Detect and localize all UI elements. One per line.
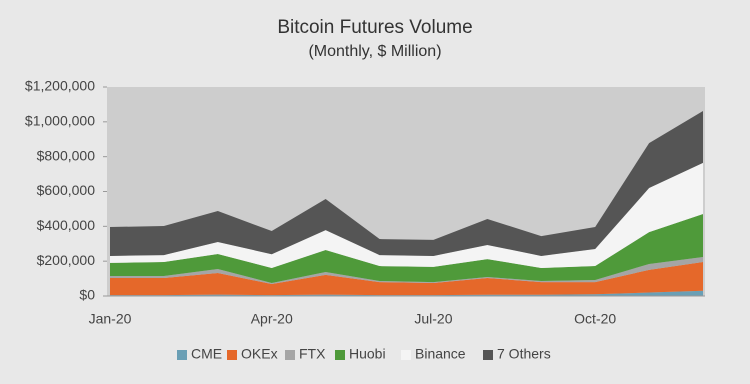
area: [110, 213, 703, 283]
x-tick-label: Apr-20: [251, 311, 293, 327]
x-tick-label: Jan-20: [89, 311, 132, 327]
legend-swatch: [401, 350, 411, 360]
y-tick-label: $800,000: [37, 147, 96, 163]
legend-swatch: [285, 350, 295, 360]
chart-title: Bitcoin Futures Volume: [277, 17, 472, 38]
area: [110, 162, 703, 268]
y-tick-label: $200,000: [37, 252, 96, 268]
legend-label: CME: [191, 346, 222, 362]
y-tick-label: $600,000: [37, 182, 96, 198]
x-tick-label: Oct-20: [574, 311, 616, 327]
legend-label: FTX: [299, 346, 326, 362]
legend-swatch: [227, 350, 237, 360]
area: [110, 111, 703, 256]
x-tick-label: Jul-20: [414, 311, 452, 327]
legend-swatch: [483, 350, 493, 360]
legend-label: Binance: [415, 346, 466, 362]
legend-swatch: [335, 350, 345, 360]
y-tick-label: $1,200,000: [25, 78, 95, 94]
y-tick-label: $400,000: [37, 217, 96, 233]
legend-label: OKEx: [241, 346, 278, 362]
legend-label: 7 Others: [497, 346, 551, 362]
chart-subtitle: (Monthly, $ Million): [308, 43, 441, 60]
y-tick-label: $1,000,000: [25, 113, 95, 129]
legend-swatch: [177, 350, 187, 360]
legend-label: Huobi: [349, 346, 386, 362]
y-tick-label: $0: [79, 287, 95, 303]
area: [110, 290, 703, 296]
area: [110, 262, 703, 296]
